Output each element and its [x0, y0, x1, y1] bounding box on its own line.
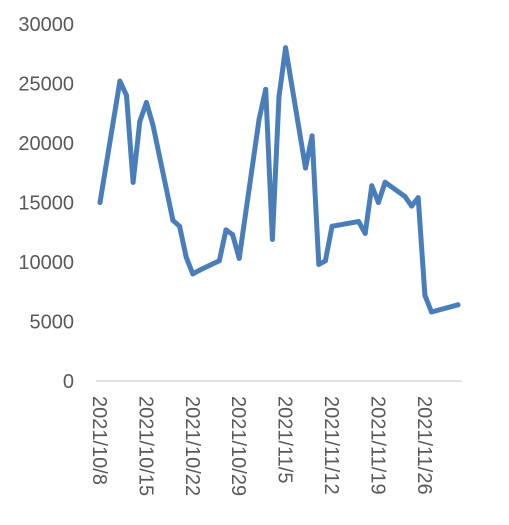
data-point [137, 119, 143, 125]
data-point [303, 165, 308, 171]
data-point [150, 122, 156, 128]
data-point [422, 292, 428, 298]
series-layer [97, 45, 461, 315]
data-point [170, 217, 176, 223]
data-point [117, 78, 123, 84]
y-axis: 0 5000 10000 15000 20000 25000 30000 [18, 14, 74, 393]
data-point [177, 223, 183, 229]
data-point [263, 86, 269, 92]
data-point [97, 200, 103, 205]
y-tick-label: 15000 [18, 193, 74, 215]
data-point [283, 45, 289, 51]
series-line [97, 45, 461, 315]
data-point [322, 258, 328, 264]
x-tick-label: 2021/11/26 [413, 396, 435, 495]
x-tick-label: 2021/11/5 [274, 396, 296, 484]
data-point [369, 183, 375, 189]
data-point [190, 271, 196, 277]
data-point [230, 232, 236, 238]
data-point [183, 254, 189, 260]
data-point [124, 92, 129, 98]
x-tick-label: 2021/10/22 [181, 396, 203, 496]
y-tick-label: 5000 [30, 312, 75, 334]
data-point [329, 223, 335, 229]
y-tick-label: 10000 [18, 252, 74, 274]
x-tick-label: 2021/11/19 [366, 396, 388, 495]
data-point [309, 133, 315, 139]
data-point [429, 309, 434, 315]
data-point [256, 116, 262, 122]
data-point [216, 258, 222, 264]
x-tick-label: 2021/10/29 [227, 396, 249, 496]
data-point [336, 222, 342, 228]
y-tick-label: 25000 [18, 74, 74, 96]
data-point [356, 219, 362, 224]
x-tick-label: 2021/10/15 [134, 396, 156, 496]
y-tick-label: 30000 [18, 14, 74, 36]
data-point [362, 230, 368, 236]
x-tick-label: 2021/11/12 [320, 396, 342, 495]
data-point [130, 179, 136, 185]
y-tick-label: 0 [63, 371, 74, 393]
data-point [269, 236, 275, 242]
data-point [196, 267, 202, 273]
x-tick-label: 2021/10/8 [88, 396, 110, 485]
data-point [276, 94, 282, 100]
data-point [375, 200, 381, 205]
data-point [143, 100, 149, 105]
data-point [316, 261, 322, 267]
data-point [402, 194, 408, 199]
data-point [236, 255, 242, 261]
data-point [409, 203, 415, 209]
x-axis: 2021/10/8 2021/10/15 2021/10/22 2021/10/29 2… [88, 380, 462, 496]
data-point [455, 302, 461, 308]
data-point [382, 179, 388, 185]
data-point [223, 227, 229, 233]
y-tick-label: 20000 [18, 133, 74, 155]
data-point [415, 195, 421, 201]
